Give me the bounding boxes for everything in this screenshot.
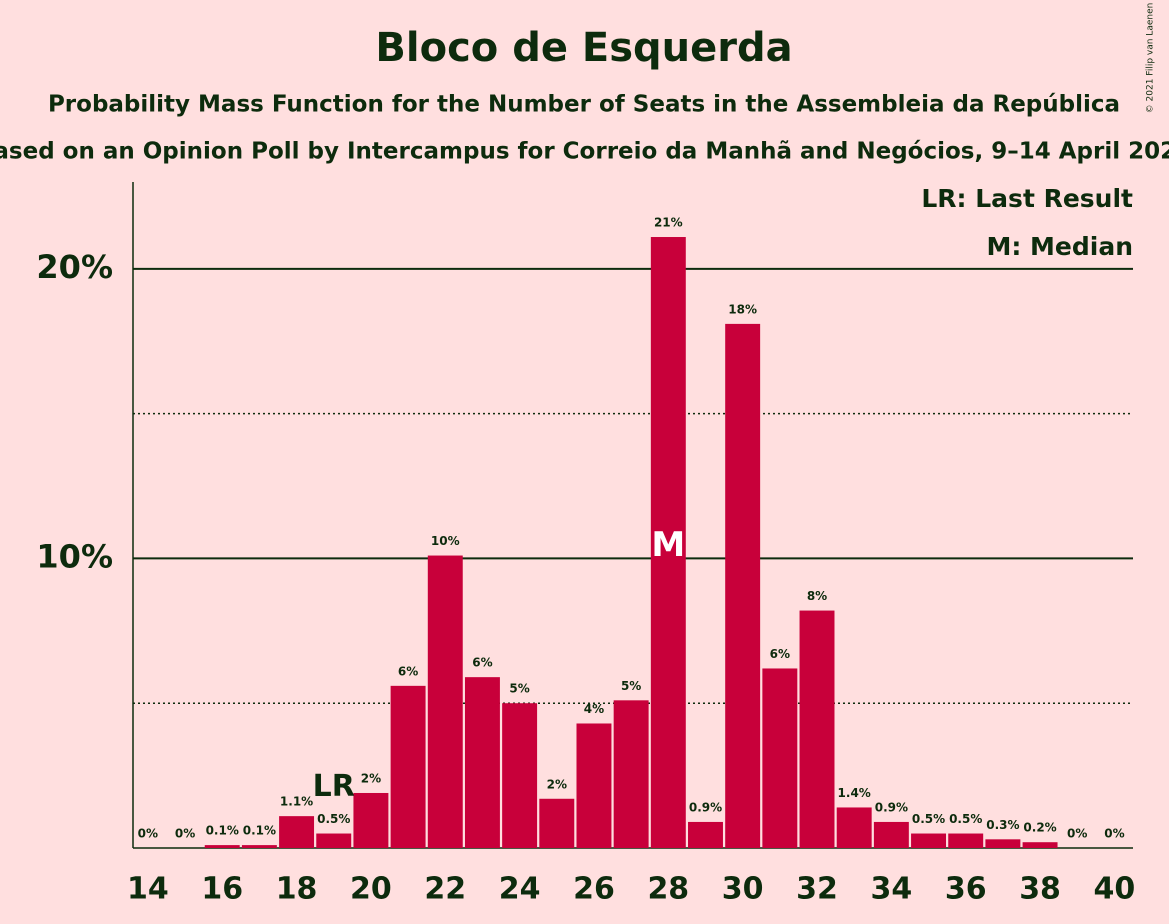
bar [241,845,277,848]
bar [204,845,240,848]
value-label: 6% [472,656,492,670]
value-label: 0.5% [912,812,945,826]
chart-title: Bloco de Esquerda [375,25,792,71]
value-label: 0% [175,827,195,841]
legend-background [943,230,1133,266]
x-tick-label: 24 [499,872,541,907]
value-label: 0% [1067,827,1087,841]
bar [539,798,575,848]
value-label: 21% [654,216,683,230]
bar [464,677,500,848]
y-tick-label: 10% [36,537,113,575]
bar [427,555,463,848]
x-tick-label: 26 [573,872,615,907]
value-label: 0.3% [986,818,1019,832]
x-tick-label: 32 [796,872,838,907]
x-tick-label: 28 [647,872,689,907]
bar [762,668,798,848]
y-tick-label: 20% [36,248,113,286]
value-label: 1.1% [280,795,313,809]
x-tick-label: 38 [1019,872,1061,907]
value-label: 18% [728,302,757,316]
value-label: 5% [621,679,641,693]
bar [650,237,686,848]
x-tick-label: 36 [945,872,987,907]
bar [836,807,872,848]
value-label: 0.9% [689,800,722,814]
value-label: 0.5% [949,812,982,826]
value-label: 0% [138,827,158,841]
value-label: 2% [547,777,567,791]
bar [353,792,389,848]
bar [688,821,723,848]
legend-background [943,182,1133,218]
copyright: © 2021 Filip van Laenen [1146,3,1156,114]
value-label: 10% [431,534,460,548]
annotation: M [651,525,685,565]
value-label: 6% [770,647,790,661]
value-label: 2% [361,771,381,785]
x-tick-label: 18 [276,872,318,907]
x-tick-label: 22 [424,872,466,907]
value-label: 1.4% [838,786,871,800]
bar [725,323,761,848]
x-tick-label: 30 [722,872,764,907]
x-tick-label: 40 [1094,872,1136,907]
bar [873,821,909,848]
bar [576,723,612,848]
x-tick-label: 16 [201,872,243,907]
bar [985,839,1021,848]
annotation: LR [313,769,355,804]
chart-subtitle: Probability Mass Function for the Number… [48,92,1120,118]
value-label: 0.5% [317,812,350,826]
bar [799,610,835,848]
bar [911,833,947,848]
value-label: 5% [509,682,529,696]
bar [279,816,315,848]
value-label: 0.1% [206,824,239,838]
value-label: 0.1% [243,824,276,838]
value-label: 4% [584,702,604,716]
bar [316,833,352,848]
value-label: 8% [807,589,827,603]
bar [1022,842,1058,848]
legend-label: M: Median [986,232,1133,261]
x-tick-label: 14 [127,872,169,907]
value-label: 0% [1104,827,1124,841]
bar [948,833,984,848]
x-tick-label: 34 [870,872,912,907]
bar [613,700,649,848]
legend-label: LR: Last Result [921,184,1133,213]
x-tick-label: 20 [350,872,392,907]
value-label: 0.2% [1023,821,1056,835]
bar [390,685,426,848]
value-label: 6% [398,664,418,678]
chart-subtitle: Based on an Opinion Poll by Intercampus … [0,139,1169,165]
value-label: 0.9% [875,800,908,814]
bar [502,703,538,848]
